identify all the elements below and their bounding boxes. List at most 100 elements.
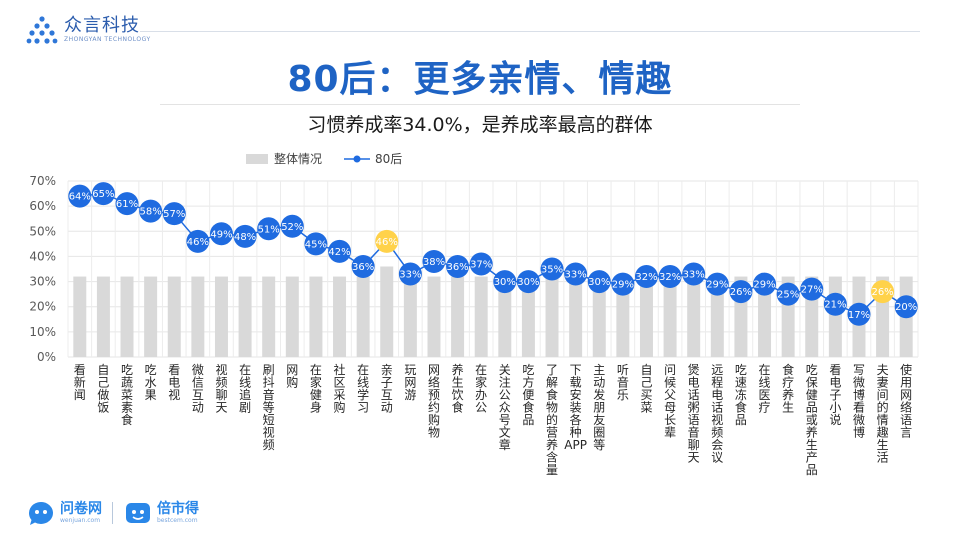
data-label: 46% xyxy=(187,237,209,248)
bar xyxy=(333,277,346,357)
bar xyxy=(121,277,134,357)
data-label: 46% xyxy=(376,237,398,248)
x-tick-label: 远程电话视频会议 xyxy=(711,363,723,465)
zhongyan-logo-icon xyxy=(26,14,58,46)
data-label: 27% xyxy=(801,285,823,296)
y-tick-label: 0% xyxy=(37,350,56,364)
y-tick-label: 70% xyxy=(29,174,56,188)
data-label: 64% xyxy=(69,192,91,203)
y-tick-label: 50% xyxy=(29,224,56,238)
y-tick-label: 30% xyxy=(29,275,56,289)
x-tick-label: 听音乐 xyxy=(617,363,629,402)
x-tick-label: 使用网络语言 xyxy=(900,362,912,440)
bar xyxy=(97,277,110,357)
data-label: 61% xyxy=(116,199,138,210)
wenjuan-name: 问卷网 xyxy=(60,501,102,517)
legend-swatch-overall xyxy=(246,154,268,164)
bar xyxy=(168,277,181,357)
bar xyxy=(357,277,370,357)
x-tick-label: 吃方便食品 xyxy=(522,363,534,427)
y-tick-label: 60% xyxy=(29,199,56,213)
bar xyxy=(239,277,252,357)
bestcem-logo: 倍市得 bestcem.com xyxy=(123,498,199,528)
x-tick-label: 主动发朋友圈等 xyxy=(593,363,605,452)
x-tick-label: 视频聊天 xyxy=(215,362,227,415)
bar xyxy=(664,277,677,357)
x-tick-label: 食疗养生 xyxy=(782,362,794,415)
data-label: 57% xyxy=(163,209,185,220)
data-label: 51% xyxy=(258,224,280,235)
data-label: 36% xyxy=(352,262,374,273)
data-label: 42% xyxy=(328,247,350,258)
y-tick-label: 40% xyxy=(29,249,56,263)
x-tick-label: 吃水果 xyxy=(145,363,157,402)
x-tick-label: 下载安装各种 APP xyxy=(564,363,587,452)
bar xyxy=(687,277,700,357)
data-label: 33% xyxy=(565,270,587,281)
x-tick-label: 看电子小说 xyxy=(829,363,841,427)
data-label: 32% xyxy=(635,272,657,283)
bestcem-logo-icon xyxy=(123,498,153,528)
bar xyxy=(215,277,228,357)
data-label: 25% xyxy=(777,290,799,301)
x-tick-label: 在线医疗 xyxy=(759,363,771,415)
x-tick-label: 养生饮食 xyxy=(452,362,464,415)
data-label: 30% xyxy=(588,277,610,288)
bar xyxy=(640,277,653,357)
x-tick-label: 看新闻 xyxy=(74,363,86,402)
bar xyxy=(451,277,464,357)
x-tick-label: 吃速冻食品 xyxy=(735,363,747,427)
x-tick-label: 刷抖音等短视频 xyxy=(263,363,275,452)
footer-separator xyxy=(112,502,113,524)
bar xyxy=(73,277,86,357)
data-label: 38% xyxy=(423,257,445,268)
x-tick-label: 关注公众号文章 xyxy=(499,363,511,452)
x-tick-label: 网购 xyxy=(286,363,298,390)
bar xyxy=(309,277,322,357)
x-tick-label: 玩网游 xyxy=(404,363,416,402)
x-tick-label: 在家办公 xyxy=(475,363,487,415)
data-label: 30% xyxy=(494,277,516,288)
chart: 0% 10% 20% 30% 40% 50% 60% 70% 64% 65%61%58% 57% 46… xyxy=(0,145,960,495)
x-tick-label: 了解食物的营养含量 xyxy=(546,363,558,477)
x-tick-label: 自己买菜 xyxy=(640,363,652,415)
wenjuan-logo: 问卷网 wenjuan.com xyxy=(26,498,102,528)
x-tick-label: 看电视 xyxy=(168,363,180,402)
x-tick-label: 在家健身 xyxy=(310,363,322,415)
data-label: 58% xyxy=(140,207,162,218)
x-tick-label: 微信互动 xyxy=(192,363,204,415)
x-tick-label: 自己做饭 xyxy=(97,363,109,415)
x-tick-label: 社区采购 xyxy=(334,362,346,415)
bar xyxy=(191,277,204,357)
data-label: 32% xyxy=(659,272,681,283)
wenjuan-logo-icon xyxy=(26,498,56,528)
bar xyxy=(427,277,440,357)
data-label: 21% xyxy=(824,300,846,311)
data-label: 52% xyxy=(281,222,303,233)
data-label: 29% xyxy=(612,280,634,291)
footer-logos: 问卷网 wenjuan.com 倍市得 bestcem.com xyxy=(26,498,209,528)
data-label: 37% xyxy=(470,259,492,270)
data-label: 33% xyxy=(683,270,705,281)
bar xyxy=(286,277,299,357)
data-label: 26% xyxy=(730,287,752,298)
x-tick-label: 煲电话粥语音聊天 xyxy=(688,362,700,465)
bestcem-name: 倍市得 xyxy=(157,501,199,517)
x-tick-label: 亲子互动 xyxy=(381,363,393,415)
data-label: 35% xyxy=(541,265,563,276)
x-tick-label: 吃保健品或养生产品 xyxy=(806,363,818,477)
page-title: 80后：更多亲情、情趣 xyxy=(0,50,960,102)
bar xyxy=(404,277,417,357)
data-label: 36% xyxy=(446,262,468,273)
legend-marker-80s xyxy=(354,156,361,163)
bar xyxy=(829,277,842,357)
bar xyxy=(546,277,559,357)
data-label: 45% xyxy=(305,239,327,250)
data-label: 17% xyxy=(848,310,870,321)
brand-logo: 众言科技 ZHONGYAN TECHNOLOGY xyxy=(26,14,151,46)
y-tick-label: 20% xyxy=(29,300,56,314)
wenjuan-domain: wenjuan.com xyxy=(60,517,102,525)
x-tick-label: 写微博看微博 xyxy=(853,363,865,440)
data-label: 30% xyxy=(517,277,539,288)
data-label: 65% xyxy=(92,189,114,200)
